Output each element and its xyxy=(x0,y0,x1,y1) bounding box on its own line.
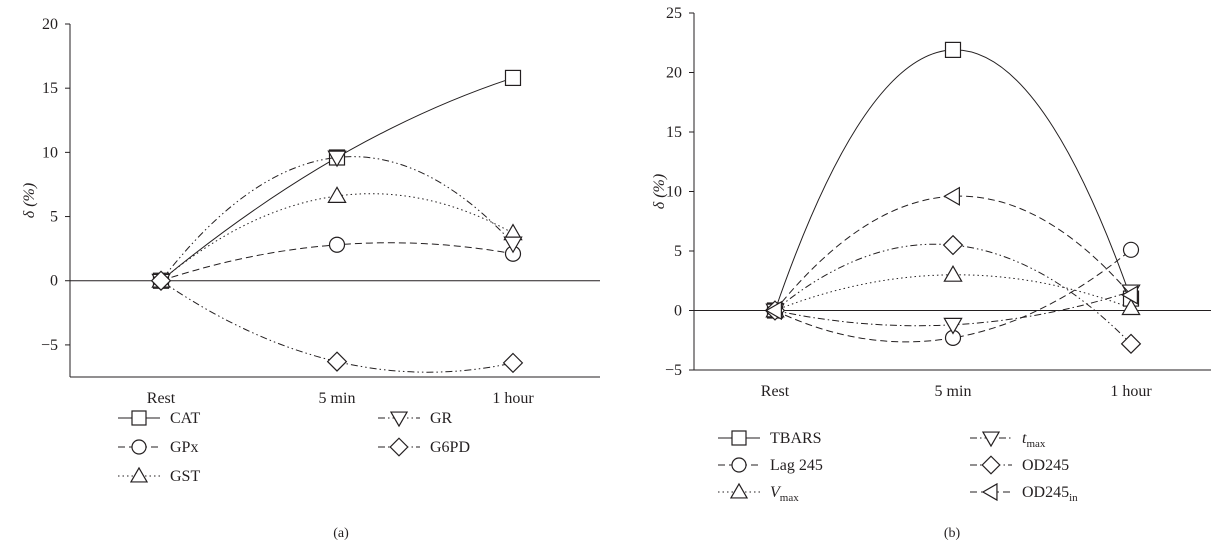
legend-label: G6PD xyxy=(430,439,470,456)
legend-label-name: GST xyxy=(170,468,200,485)
y-axis-label: δ (%) xyxy=(651,174,668,209)
data-point xyxy=(328,236,346,253)
data-point xyxy=(504,69,522,87)
x-tick-label: Rest xyxy=(761,383,790,400)
data-point xyxy=(1121,285,1138,305)
y-tick-label: 0 xyxy=(50,273,58,290)
y-tick-label: 0 xyxy=(674,303,682,320)
data-point xyxy=(1121,298,1141,316)
y-tick-label: 15 xyxy=(42,80,58,97)
data-point xyxy=(943,264,963,282)
data-point xyxy=(943,317,963,335)
legend-label: Lag 245 xyxy=(770,457,823,474)
data-point xyxy=(502,352,524,374)
legend-label: CAT xyxy=(170,410,200,427)
legend-label: GPx xyxy=(170,439,198,456)
legend-label-name: CAT xyxy=(170,410,200,427)
legend-marker xyxy=(389,411,409,428)
legend-label-subscript: max xyxy=(1026,438,1045,450)
legend-label: GST xyxy=(170,468,200,485)
x-tick-label: 1 hour xyxy=(492,390,534,407)
y-tick-label: 10 xyxy=(42,144,58,161)
legend-label-subscript: max xyxy=(780,492,799,504)
data-point xyxy=(327,150,347,168)
legend-marker xyxy=(981,431,1001,448)
legend-marker xyxy=(731,430,747,446)
legend-label: Vmax xyxy=(770,484,799,504)
data-point xyxy=(150,270,172,291)
legend-label: GR xyxy=(430,410,453,427)
legend-label: TBARS xyxy=(770,430,822,447)
y-tick-label: 25 xyxy=(666,5,682,22)
legend-marker xyxy=(731,457,747,473)
legend-label-name: t xyxy=(1022,430,1027,447)
series-line xyxy=(160,193,514,282)
data-point xyxy=(1120,333,1142,355)
y-axis-label: δ (%) xyxy=(21,183,38,218)
data-point xyxy=(765,300,782,321)
data-point xyxy=(944,41,962,58)
x-tick-label: 5 min xyxy=(935,383,972,400)
legend-label: tmax xyxy=(1022,430,1046,450)
data-point xyxy=(942,234,964,256)
legend-marker xyxy=(981,455,1001,475)
panel-b-chart: −5 0 5 10 15 20 25 Rest 5 min 1 hour δ (%) TBARS Lag… xyxy=(651,5,1211,504)
y-tick-label: 10 xyxy=(666,184,682,201)
legend-marker xyxy=(131,439,147,455)
series-line xyxy=(160,156,514,282)
x-tick-label: 1 hour xyxy=(1110,383,1152,400)
legend-marker xyxy=(131,410,147,426)
legend-label-name: GPx xyxy=(170,439,198,456)
y-tick-label: −5 xyxy=(665,362,682,379)
legend-label-name: Lag 245 xyxy=(770,457,823,474)
legend-label-name: OD245 xyxy=(1022,484,1069,501)
legend-label-name: G6PD xyxy=(430,439,470,456)
caption-b: (b) xyxy=(944,526,961,541)
series-line xyxy=(774,274,1132,311)
data-point xyxy=(943,186,960,206)
panel-a-chart: −5 0 5 10 15 20 Rest 5 min 1 hour δ (%) CAT GPx GST G… xyxy=(21,16,600,485)
legend-label-subscript: in xyxy=(1069,492,1078,504)
data-point xyxy=(503,236,523,254)
legend-label: OD245in xyxy=(1022,484,1078,504)
legend-marker xyxy=(729,482,749,499)
x-tick-label: Rest xyxy=(147,390,176,407)
legend-label-name: GR xyxy=(430,410,453,427)
series-line xyxy=(774,195,1132,311)
y-tick-label: 20 xyxy=(42,16,58,33)
y-tick-label: 5 xyxy=(50,209,58,226)
y-tick-label: 20 xyxy=(666,65,682,82)
y-tick-label: −5 xyxy=(41,337,58,354)
legend-label-name: OD245 xyxy=(1022,457,1069,474)
legend-label: OD245 xyxy=(1022,457,1069,474)
y-tick-label: 15 xyxy=(666,124,682,141)
data-point xyxy=(327,186,347,203)
series-line xyxy=(774,249,1132,343)
data-point xyxy=(1122,241,1140,258)
legend-label-name: V xyxy=(770,484,782,501)
x-tick-label: 5 min xyxy=(319,390,356,407)
legend-marker xyxy=(129,466,149,483)
data-point xyxy=(326,351,348,372)
caption-a: (a) xyxy=(333,526,349,541)
legend-marker xyxy=(389,437,409,457)
y-tick-label: 5 xyxy=(674,243,682,260)
legend-label-name: TBARS xyxy=(770,430,822,447)
legend-marker xyxy=(981,482,998,502)
